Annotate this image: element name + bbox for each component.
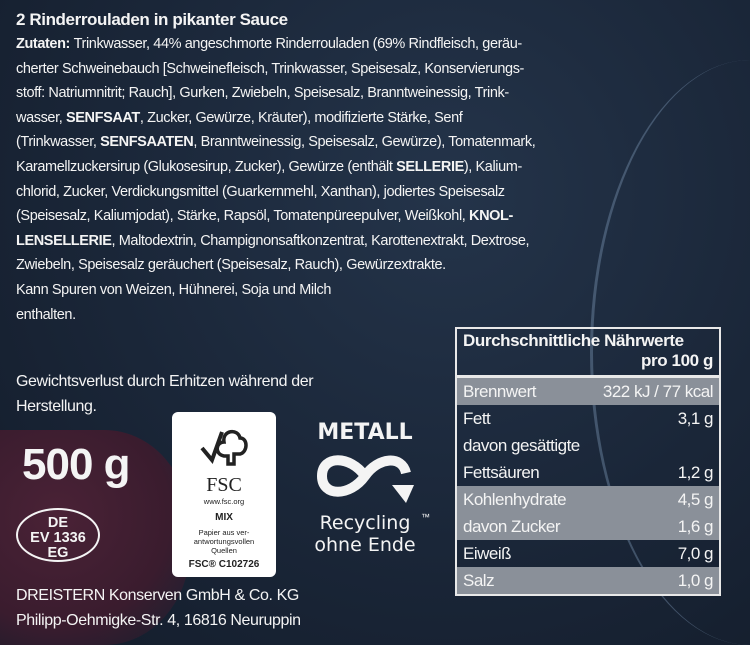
ingredients-line: stoff: Natriumnitrit; Rauch], Gurken, Zw… <box>16 83 509 103</box>
allergen-text: SELLERIE <box>396 159 464 175</box>
fsc-tree-icon <box>200 429 248 466</box>
nutrient-label: Salz <box>463 571 495 590</box>
weight-loss-note-2: Herstellung. <box>16 398 97 415</box>
nutrient-label: Fettsäuren <box>463 463 540 482</box>
manufacturer-address: Philipp-Oehmigke-Str. 4, 16816 Neuruppin <box>16 612 301 629</box>
fsc-logo: FSC www.fsc.org MIX Papier aus ver- antw… <box>172 412 276 577</box>
ingredient-text: wasser, <box>16 109 66 126</box>
metal-line-1: Recycling <box>319 512 411 534</box>
nutrition-title: Durchschnittliche Nährwerte <box>463 331 684 350</box>
ingredient-text: Zwiebeln, Speisesalz geräuchert (Speises… <box>16 257 446 274</box>
ingredients-line: chlorid, Zucker, Verdickungsmittel (Guar… <box>16 182 505 202</box>
health-mark-country: DE <box>47 515 69 531</box>
allergen-text: KNOL- <box>469 208 513 225</box>
ingredient-text: ), Kalium- <box>463 159 522 175</box>
fsc-type: MIX <box>215 512 233 523</box>
nutrient-value: 1,0 g <box>677 571 714 590</box>
nutrition-table: Durchschnittliche Nährwerte pro 100 g Br… <box>455 327 721 596</box>
nutrition-per: pro 100 g <box>641 351 713 370</box>
health-mark-number: EV 1336 <box>30 530 86 546</box>
ingredient-text: stoff: Natriumnitrit; Rauch], Gurken, Zw… <box>16 85 509 102</box>
manufacturer-name: DREISTERN Konserven GmbH & Co. KG <box>16 587 299 604</box>
nutrient-value: 1,6 g <box>677 517 714 536</box>
ingredient-text: , Maltodextrin, Champignonsaftkonzentrat… <box>111 232 530 249</box>
ingredient-text: , Zucker, Gewürze, Kräuter), modifiziert… <box>139 109 463 126</box>
ingredients-line: Kann Spuren von Weizen, Hühnerei, Soja u… <box>16 280 331 300</box>
nutrient-value: 3,1 g <box>677 409 714 428</box>
nutrition-row: Salz 1,0 g <box>457 567 719 594</box>
health-mark: DE EV 1336 EG <box>16 508 100 562</box>
ingredient-text: (Trinkwasser, <box>16 134 101 151</box>
nutrient-label: Eiweiß <box>463 544 512 563</box>
fsc-desc-2: antwortungsvollen <box>193 537 255 546</box>
ingredient-text: (Speisesalz, Kaliumjodat), Stärke, Rapsö… <box>16 208 470 225</box>
nutrient-value: 322 kJ / 77 kcal <box>602 382 714 401</box>
fsc-brand: FSC <box>206 474 242 496</box>
nutrition-row: Eiweiß 7,0 g <box>457 540 719 567</box>
ingredient-text: chlorid, Zucker, Verdickungsmittel (Guar… <box>16 183 505 200</box>
fsc-url: www.fsc.org <box>203 497 245 506</box>
allergen-text: SENFSAATEN <box>100 134 194 151</box>
fsc-desc-3: Quellen <box>211 546 237 555</box>
ingredient-text: cherter Schweinebauch [Schweinefleisch, … <box>16 60 524 77</box>
ingredient-text: enthalten. <box>16 306 76 323</box>
ingredients-line: wasser, SENFSAAT, Zucker, Gewürze, Kräut… <box>16 108 463 128</box>
ingredient-text: Trinkwasser, 44% angeschmorte Rinderroul… <box>73 36 523 52</box>
ingredient-text: Kann Spuren von Weizen, Hühnerei, Soja u… <box>16 282 332 298</box>
nutrition-row: Brennwert 322 kJ / 77 kcal <box>457 378 719 405</box>
allergen-text: LENSELLERIE <box>16 232 112 249</box>
ingredients-line: LENSELLERIE, Maltodextrin, Champignonsaf… <box>16 231 530 251</box>
nutrition-row: Fett 3,1 g <box>457 405 719 432</box>
nutrient-label: Fett <box>463 409 491 428</box>
metal-line-2: ohne Ende <box>314 534 416 556</box>
fsc-code: FSC® C102726 <box>188 559 260 570</box>
allergen-text: SENFSAAT <box>66 109 140 126</box>
nutrition-row: Kohlenhydrate 4,5 g <box>457 486 719 513</box>
background-plate-rim <box>590 60 750 645</box>
ingredients-line: Karamellzuckersirup (Glukosesirup, Zucke… <box>16 157 522 177</box>
trademark: ™ <box>421 512 430 522</box>
nutrition-row: Fettsäuren 1,2 g <box>457 459 719 486</box>
nutrition-header: Durchschnittliche Nährwerte pro 100 g <box>457 329 719 378</box>
metal-title: METALL <box>317 420 413 445</box>
nutrient-label: Brennwert <box>463 382 536 401</box>
nutrient-value: 7,0 g <box>677 544 714 563</box>
infinity-arrow-icon <box>316 455 414 503</box>
ingredients-line: (Trinkwasser, SENFSAATEN, Branntweinessi… <box>16 132 536 152</box>
ingredients-line: Zwiebeln, Speisesalz geräuchert (Speises… <box>16 255 446 275</box>
nutrient-value: 4,5 g <box>677 490 714 509</box>
ingredients-line: Zutaten: Trinkwasser, 44% angeschmorte R… <box>16 34 522 54</box>
ingredient-text: Karamellzuckersirup (Glukosesirup, Zucke… <box>16 159 397 175</box>
health-mark-eg: EG <box>47 545 69 561</box>
nutrition-row: davon Zucker 1,6 g <box>457 513 719 540</box>
fsc-desc-1: Papier aus ver- <box>198 528 250 537</box>
nutrient-label: Kohlenhydrate <box>463 490 567 509</box>
net-weight: 500 g <box>22 440 131 489</box>
metal-recycling-logo: METALL ™ Recycling ohne Ende <box>300 420 430 556</box>
ingredients-line: enthalten. <box>16 305 76 325</box>
nutrition-row: davon gesättigte <box>457 432 719 459</box>
nutrient-value: 1,2 g <box>677 463 714 482</box>
ingredient-text: , Branntweinessig, Speisesalz, Gewürze),… <box>193 134 536 151</box>
weight-loss-note-1: Gewichtsverlust durch Erhitzen während d… <box>16 373 314 390</box>
ingredients-line: cherter Schweinebauch [Schweinefleisch, … <box>16 59 524 79</box>
nutrient-label: davon Zucker <box>463 517 561 536</box>
allergen-text: Zutaten: <box>16 36 74 52</box>
nutrient-label: davon gesättigte <box>463 436 580 455</box>
ingredients-line: (Speisesalz, Kaliumjodat), Stärke, Rapsö… <box>16 206 513 226</box>
product-title: 2 Rinderrouladen in pikanter Sauce <box>16 10 288 29</box>
